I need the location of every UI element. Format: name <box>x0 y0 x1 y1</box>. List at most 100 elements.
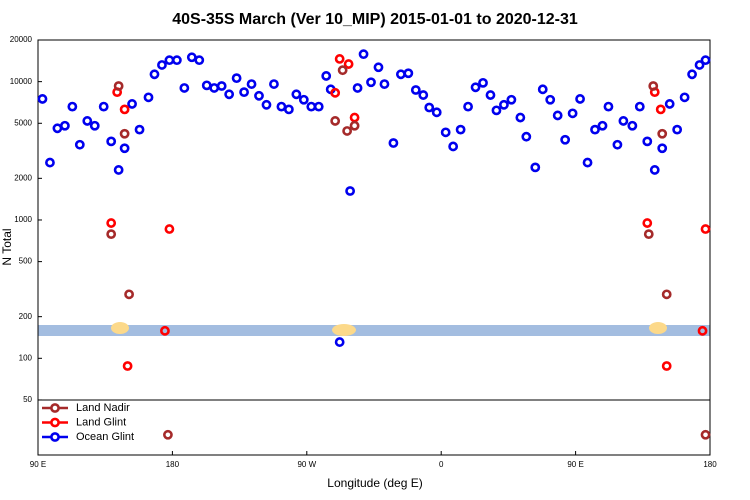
point <box>657 143 668 154</box>
point <box>395 69 406 80</box>
point <box>186 52 197 63</box>
y-axis-label: N Total <box>0 228 14 265</box>
legend-label: Ocean Glint <box>76 431 134 443</box>
point <box>298 94 309 105</box>
point <box>224 89 235 100</box>
point <box>697 325 708 336</box>
point <box>499 99 509 110</box>
point <box>491 105 502 116</box>
point <box>89 120 100 131</box>
point <box>106 136 117 147</box>
point <box>349 120 360 131</box>
point <box>231 73 242 84</box>
point <box>164 55 175 66</box>
point <box>590 124 600 135</box>
point <box>366 77 376 88</box>
point <box>119 143 130 154</box>
point <box>661 361 672 371</box>
point <box>330 116 341 126</box>
point <box>379 79 390 89</box>
point <box>313 101 324 112</box>
point <box>478 77 488 88</box>
point <box>431 107 442 118</box>
point <box>597 120 608 131</box>
x-tick-label: 90 E <box>30 460 46 469</box>
point <box>283 104 294 115</box>
point <box>37 94 48 104</box>
y-tick-label: 20000 <box>10 35 33 44</box>
y-tick-label: 1000 <box>14 215 32 224</box>
point <box>506 94 517 105</box>
point <box>334 54 345 64</box>
point <box>463 101 473 112</box>
point <box>201 80 212 91</box>
point <box>122 361 133 371</box>
chart-title: 40S-35S March (Ver 10_MIP) 2015-01-01 to… <box>172 11 578 28</box>
legend-marker <box>50 432 60 442</box>
y-tick-label: 100 <box>19 353 33 362</box>
point <box>113 81 124 91</box>
point <box>661 289 672 300</box>
point <box>618 116 629 126</box>
point <box>657 128 668 139</box>
point <box>470 82 481 93</box>
point <box>134 124 145 135</box>
plot-frame <box>37 39 711 456</box>
y-tick-label: 5000 <box>14 118 32 127</box>
point <box>552 110 563 121</box>
point <box>321 71 332 81</box>
x-tick-label: 0 <box>439 460 444 469</box>
point <box>269 79 279 89</box>
point <box>342 126 353 136</box>
point <box>627 120 638 131</box>
point <box>276 101 287 112</box>
point <box>98 101 109 112</box>
point <box>59 120 70 131</box>
highlight <box>649 322 667 334</box>
y-tick-label: 200 <box>19 312 33 321</box>
point <box>45 157 55 168</box>
point <box>149 69 160 80</box>
y-tick-label: 2000 <box>14 173 32 182</box>
highlight <box>111 322 129 334</box>
point <box>642 136 653 147</box>
point <box>349 112 360 123</box>
band <box>38 325 710 336</box>
point <box>113 165 124 175</box>
x-tick-label: 90 E <box>567 460 583 469</box>
point <box>106 229 117 240</box>
point <box>575 94 585 104</box>
point <box>643 229 654 240</box>
point <box>306 101 317 112</box>
point <box>143 92 154 103</box>
point <box>687 69 697 80</box>
point <box>171 55 182 66</box>
point <box>246 79 257 89</box>
point <box>388 138 399 148</box>
point <box>52 123 63 134</box>
point <box>157 60 167 70</box>
point <box>700 429 711 440</box>
highlight <box>332 324 356 336</box>
point <box>700 55 711 66</box>
point <box>239 87 249 98</box>
point <box>448 141 459 152</box>
point <box>672 124 683 135</box>
point <box>537 84 548 95</box>
point <box>485 90 496 100</box>
point <box>216 81 227 91</box>
point <box>82 116 93 126</box>
point <box>545 94 556 105</box>
x-tick-label: 180 <box>166 460 180 469</box>
x-tick-label: 90 W <box>297 460 316 469</box>
point <box>179 83 190 93</box>
y-tick-label: 10000 <box>10 77 33 86</box>
point <box>254 90 264 101</box>
point <box>106 218 117 228</box>
point <box>345 186 356 196</box>
point <box>603 101 614 112</box>
point <box>664 99 675 109</box>
point <box>642 218 653 228</box>
legend-marker <box>50 403 60 413</box>
